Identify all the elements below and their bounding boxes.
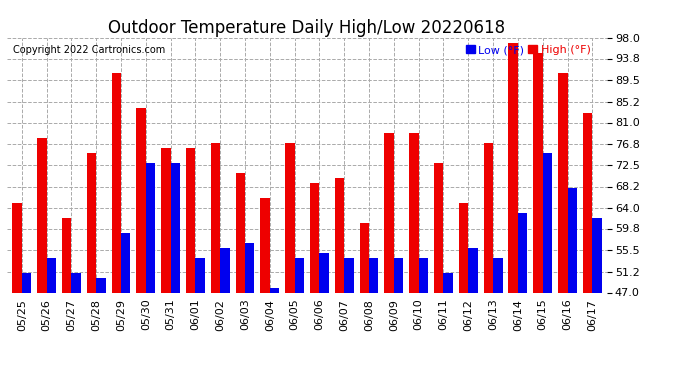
Bar [220, 248, 230, 292]
Bar [484, 142, 493, 292]
Bar [170, 162, 180, 292]
Bar [161, 147, 170, 292]
Bar [384, 132, 394, 292]
Bar [71, 273, 81, 292]
Bar [518, 213, 527, 292]
Bar [409, 132, 419, 292]
Bar [419, 258, 428, 292]
Bar [533, 53, 543, 292]
Bar [37, 138, 47, 292]
Bar [195, 258, 205, 292]
Bar [335, 177, 344, 292]
Bar [558, 72, 567, 292]
Bar [121, 232, 130, 292]
Bar [62, 217, 71, 292]
Bar [245, 243, 255, 292]
Bar [270, 288, 279, 292]
Bar [186, 147, 195, 292]
Title: Outdoor Temperature Daily High/Low 20220618: Outdoor Temperature Daily High/Low 20220… [108, 20, 506, 38]
Bar [96, 278, 106, 292]
Bar [434, 162, 444, 292]
Bar [469, 248, 477, 292]
Bar [319, 252, 329, 292]
Bar [260, 198, 270, 292]
Bar [444, 273, 453, 292]
Bar [567, 188, 577, 292]
Bar [137, 108, 146, 292]
Bar [112, 72, 121, 292]
Bar [592, 217, 602, 292]
Bar [310, 183, 319, 292]
Bar [285, 142, 295, 292]
Bar [211, 142, 220, 292]
Bar [493, 258, 502, 292]
Bar [22, 273, 31, 292]
Bar [359, 222, 369, 292]
Bar [543, 153, 552, 292]
Bar [47, 258, 56, 292]
Bar [459, 202, 469, 292]
Bar [583, 112, 592, 292]
Bar [369, 258, 379, 292]
Text: Copyright 2022 Cartronics.com: Copyright 2022 Cartronics.com [13, 45, 165, 55]
Bar [12, 202, 22, 292]
Bar [295, 258, 304, 292]
Bar [509, 42, 518, 292]
Bar [344, 258, 354, 292]
Bar [394, 258, 403, 292]
Bar [146, 162, 155, 292]
Legend: Low (°F), High (°F): Low (°F), High (°F) [464, 43, 593, 57]
Bar [235, 172, 245, 292]
Bar [87, 153, 96, 292]
